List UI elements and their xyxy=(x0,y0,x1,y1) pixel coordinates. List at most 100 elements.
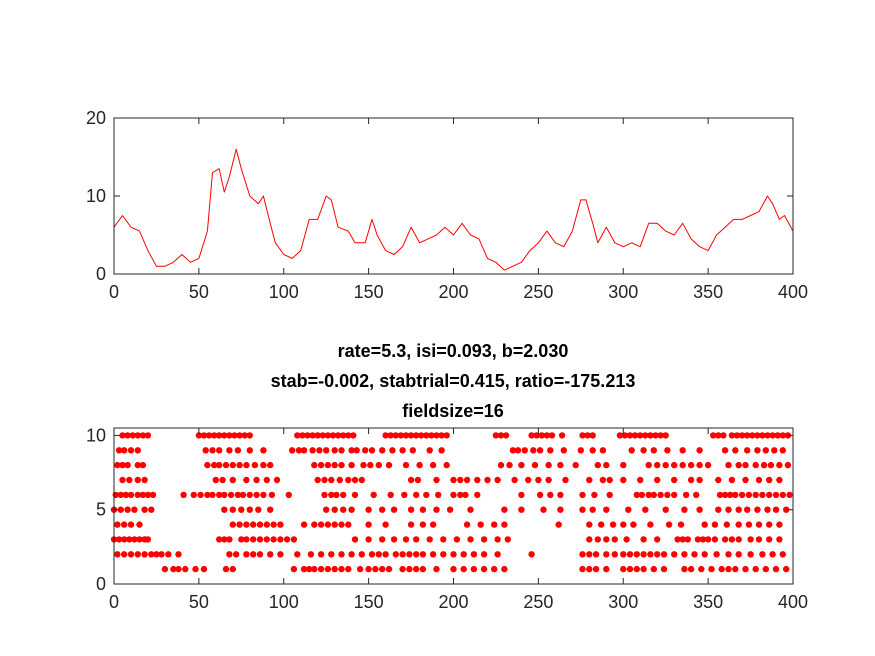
spike-point xyxy=(501,565,508,573)
spike-point xyxy=(735,521,742,528)
spike-point xyxy=(679,461,686,469)
raster-chart-panel: rate=5.3, isi=0.093, b=2.030 stab=-0.002… xyxy=(86,341,808,612)
spike-point xyxy=(360,461,367,469)
spike-point xyxy=(336,476,343,484)
spike-point xyxy=(294,432,301,439)
spike-point xyxy=(226,432,233,439)
spike-point xyxy=(708,565,715,573)
spike-point xyxy=(599,476,607,484)
spike-point xyxy=(457,476,464,484)
spike-point xyxy=(633,491,640,499)
spike-point xyxy=(385,565,393,573)
spike-point xyxy=(134,432,141,439)
spike-point xyxy=(304,432,311,439)
spike-point xyxy=(470,551,478,558)
spike-point xyxy=(153,551,160,558)
spike-point xyxy=(586,536,593,543)
spike-point xyxy=(136,536,143,543)
spike-point xyxy=(543,432,551,439)
raster-chart-y-tick-label: 10 xyxy=(86,425,106,445)
spike-point xyxy=(134,476,141,484)
spike-point xyxy=(752,491,759,499)
spike-point xyxy=(558,432,566,439)
spike-point xyxy=(771,447,778,454)
spike-point xyxy=(721,536,729,543)
spike-point xyxy=(358,476,365,484)
line-chart-x-tick-label: 250 xyxy=(523,282,553,302)
line-chart-x-tick-label: 200 xyxy=(438,282,468,302)
spike-point xyxy=(300,565,308,573)
spike-point xyxy=(786,491,793,499)
spike-point xyxy=(270,521,277,528)
spike-point xyxy=(401,491,408,499)
spike-point xyxy=(362,447,369,454)
spike-point xyxy=(277,551,284,558)
spike-point xyxy=(696,461,703,469)
spike-point xyxy=(219,476,226,484)
spike-point xyxy=(350,432,357,439)
spike-point xyxy=(231,432,238,439)
spike-point xyxy=(121,521,128,528)
spike-point xyxy=(477,521,484,528)
spike-point xyxy=(134,447,141,454)
spike-point xyxy=(182,565,189,573)
spike-point xyxy=(236,432,243,439)
spike-point xyxy=(127,551,135,558)
spike-point xyxy=(450,491,457,499)
spike-point xyxy=(414,476,422,484)
spike-point xyxy=(652,432,659,439)
spike-point xyxy=(114,521,121,528)
spike-point xyxy=(754,432,761,439)
spike-point xyxy=(379,565,386,573)
spike-point xyxy=(243,476,250,484)
spike-point xyxy=(158,551,165,558)
spike-point xyxy=(134,551,141,558)
spike-point xyxy=(779,551,786,558)
spike-point xyxy=(626,565,634,573)
spike-point xyxy=(711,536,719,543)
spike-point xyxy=(633,565,640,573)
spike-point xyxy=(329,432,337,439)
spike-point xyxy=(589,432,596,439)
spike-point xyxy=(283,536,291,543)
spike-point xyxy=(222,461,230,469)
spike-point xyxy=(239,491,247,499)
spike-point xyxy=(126,476,133,484)
spike-point xyxy=(716,491,724,499)
spike-point xyxy=(323,447,330,454)
spike-point xyxy=(760,461,768,469)
spike-point xyxy=(289,447,296,454)
spike-point xyxy=(628,447,635,454)
spike-point xyxy=(747,551,754,558)
line-chart-x-tick-label: 150 xyxy=(354,282,384,302)
spike-point xyxy=(691,551,698,558)
spike-point xyxy=(197,491,204,499)
spike-point xyxy=(657,491,664,499)
raster-chart-x-tick-label: 400 xyxy=(778,592,808,612)
spike-point xyxy=(725,461,732,469)
spike-point xyxy=(255,506,262,513)
spike-point xyxy=(267,506,274,513)
spike-point xyxy=(129,432,136,439)
spike-point xyxy=(216,491,223,499)
spike-point xyxy=(745,491,753,499)
spike-point xyxy=(671,551,678,558)
spike-point xyxy=(631,432,639,439)
spike-point xyxy=(270,536,277,543)
spike-point xyxy=(710,432,717,439)
spike-point xyxy=(285,491,292,499)
spike-point xyxy=(399,447,406,454)
spike-point xyxy=(620,551,627,558)
spike-point xyxy=(387,491,394,499)
spike-point xyxy=(324,521,332,528)
spike-point xyxy=(324,565,332,573)
spike-point xyxy=(300,521,308,528)
spike-point xyxy=(783,506,790,513)
spike-point xyxy=(212,476,219,484)
spike-point xyxy=(462,491,469,499)
spike-point xyxy=(766,536,773,543)
spike-point xyxy=(450,476,457,484)
spike-point xyxy=(557,491,564,499)
spike-point xyxy=(450,565,457,573)
spike-point xyxy=(684,536,691,543)
